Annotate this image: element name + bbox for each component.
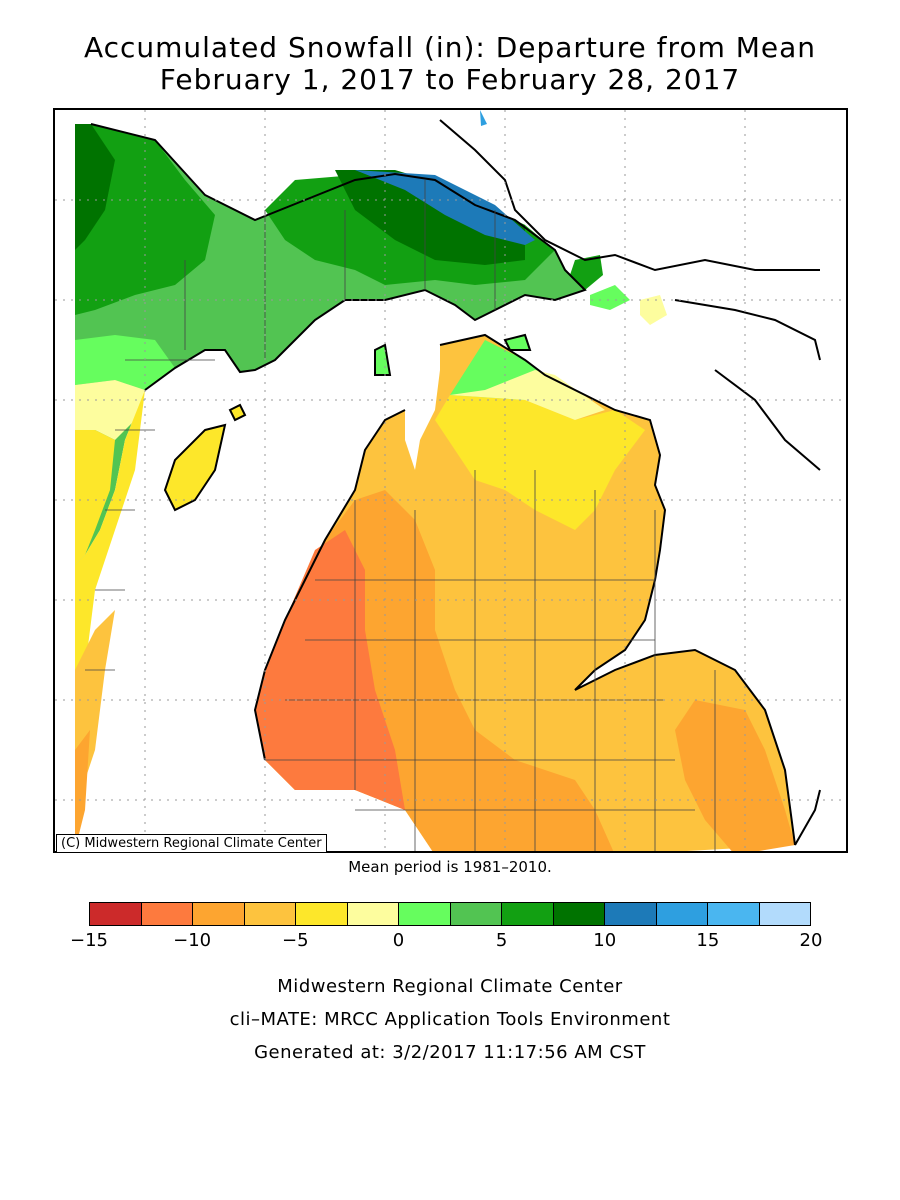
legend-tick-label: 0 <box>392 930 405 951</box>
county-grid <box>85 180 716 851</box>
legend-bin <box>605 903 657 925</box>
legend-bin <box>450 903 502 925</box>
legend-bin <box>399 903 451 925</box>
legend-tick-label: 15 <box>696 930 720 951</box>
map-panel <box>53 108 848 853</box>
footer-tool: cli–MATE: MRCC Application Tools Environ… <box>229 1009 671 1030</box>
legend-bin <box>244 903 296 925</box>
islands-and-ontario <box>163 110 821 846</box>
map-date-range: February 1, 2017 to February 28, 2017 <box>159 63 741 96</box>
legend-tick-label: 5 <box>495 930 508 951</box>
map-title: Accumulated Snowfall (in): Departure fro… <box>83 31 817 64</box>
legend-bin <box>90 903 142 925</box>
footer-generated: Generated at: 3/2/2017 11:17:56 AM CST <box>254 1042 646 1063</box>
legend-bin <box>759 903 810 925</box>
legend-bin <box>502 903 554 925</box>
legend-tick-label: 20 <box>799 930 823 951</box>
footer-org: Midwestern Regional Climate Center <box>277 976 623 997</box>
upper-peninsula <box>75 123 667 850</box>
legend-bin <box>347 903 399 925</box>
snowfall-departure-map <box>55 110 846 851</box>
legend-tick-label: −15 <box>70 930 108 951</box>
legend-tick-label: −10 <box>173 930 212 951</box>
lower-peninsula <box>253 333 796 851</box>
legend-bin <box>296 903 348 925</box>
legend-bin <box>553 903 605 925</box>
legend-tick-label: 10 <box>593 930 617 951</box>
mean-period-note: Mean period is 1981–2010. <box>348 858 552 876</box>
legend-bin <box>708 903 760 925</box>
legend-bin <box>141 903 193 925</box>
legend-tick-label: −5 <box>282 930 309 951</box>
copyright-label: (C) Midwestern Regional Climate Center <box>56 834 327 853</box>
color-legend <box>89 902 811 926</box>
legend-bin <box>656 903 708 925</box>
legend-bin <box>193 903 245 925</box>
